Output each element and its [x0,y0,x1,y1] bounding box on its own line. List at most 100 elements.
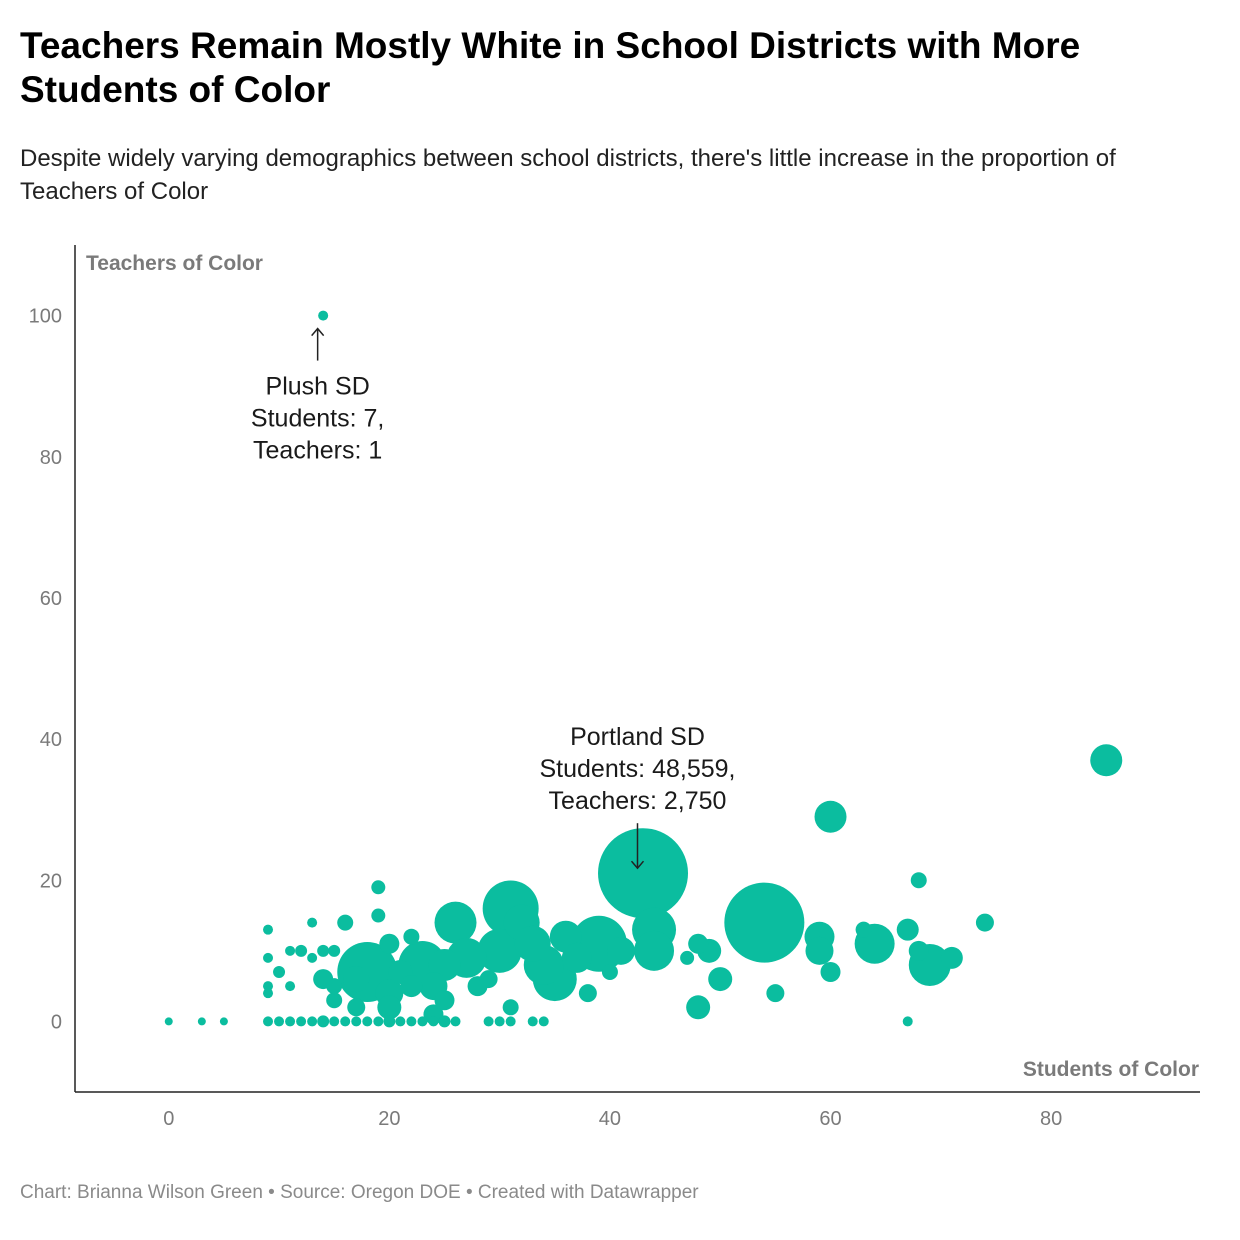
data-point [328,944,341,957]
annotation: Plush SD Students: 7, Teachers: 1 [251,327,384,465]
x-tick-label: 60 [819,1108,841,1130]
data-point [766,984,785,1003]
data-point [514,925,551,962]
data-point [263,1016,274,1027]
data-point [814,800,847,833]
annotation-label: Students: 48,559, [540,755,736,783]
data-point [285,945,296,956]
data-point [505,1016,516,1027]
data-point [285,1016,296,1027]
data-point [337,914,354,931]
data-point [326,978,343,995]
data-point [975,913,994,932]
data-point [561,942,592,973]
data-point [910,872,927,889]
data-point [343,966,370,993]
data-point [538,1016,549,1027]
y-tick-label: 20 [40,870,62,892]
data-point [263,981,274,992]
y-axis-ticks: 0 20 40 60 80 100 [29,306,62,1034]
data-point [307,917,318,928]
data-point [340,1016,351,1027]
data-point [307,1016,318,1027]
y-tick-label: 0 [51,1011,62,1033]
data-point [371,880,386,895]
x-tick-label: 40 [599,1108,621,1130]
chart-title: Teachers Remain Mostly White in School D… [20,25,1081,110]
data-point [423,1004,444,1025]
data-point [680,950,695,965]
data-point [329,1016,340,1027]
data-point [434,901,477,944]
data-point [263,988,274,999]
data-point [274,1016,285,1027]
data-point [908,940,929,961]
annotation-label: Plush SD [266,373,370,401]
data-point [395,1016,406,1027]
y-tick-label: 40 [40,729,62,751]
data-point [428,1016,439,1027]
annotation: Portland SD Students: 48,559, Teachers: 2,… [540,723,736,870]
x-tick-label: 0 [163,1108,174,1130]
data-point [263,924,274,935]
data-point [438,1015,451,1028]
data-point [606,936,635,965]
chart-footer: Chart: Brianna Wilson Green • Source: Or… [20,1182,699,1203]
data-point [578,984,597,1003]
data-point [896,918,919,941]
data-point [598,828,689,919]
annotation-arrowhead [311,327,325,337]
data-point [940,946,963,969]
x-axis-ticks: 0 20 40 60 80 [163,1108,1062,1130]
data-point [820,962,841,983]
data-point [434,990,455,1011]
y-tick-label: 60 [40,588,62,610]
data-point [688,933,709,954]
data-point [295,944,308,957]
data-point [351,1016,362,1027]
data-point [379,933,400,954]
data-point [307,952,318,963]
y-tick-label: 80 [40,447,62,469]
data-point [285,981,296,992]
data-point [417,1016,428,1027]
data-point [164,1017,173,1026]
data-point [318,310,329,321]
data-point [406,1016,417,1027]
data-point [371,908,386,923]
annotations: Plush SD Students: 7, Teachers: 1 Portland … [251,327,736,870]
data-point [450,1016,461,1027]
x-axis-title: Students of Color [1023,1058,1199,1081]
data-point [601,964,618,981]
data-points [164,310,1123,1028]
data-point [263,952,274,963]
annotation-label: Teachers: 2,750 [549,787,727,815]
annotation-arrowhead [630,860,645,870]
data-point [296,1016,307,1027]
data-point [197,1017,206,1026]
data-point [708,967,733,992]
data-point [494,1016,505,1027]
data-point [403,928,420,945]
data-point [326,992,343,1009]
data-point [724,882,805,963]
data-point [219,1017,228,1026]
annotation-label: Teachers: 1 [253,437,382,465]
data-point [634,930,675,971]
data-point [400,975,423,998]
data-point [805,936,834,965]
data-point [477,928,522,973]
data-point [855,921,872,938]
data-point [483,1016,494,1027]
data-point [479,970,498,989]
annotation-label: Students: 7, [251,405,384,433]
data-point [273,966,286,979]
y-axis-title: Teachers of Color [86,252,263,275]
x-tick-label: 20 [378,1108,400,1130]
data-point [383,1015,396,1028]
data-point [1090,744,1123,777]
chart-subtitle: Despite widely varying demographics betw… [20,145,1116,205]
data-point [317,944,330,957]
annotation-label: Portland SD [570,723,705,751]
